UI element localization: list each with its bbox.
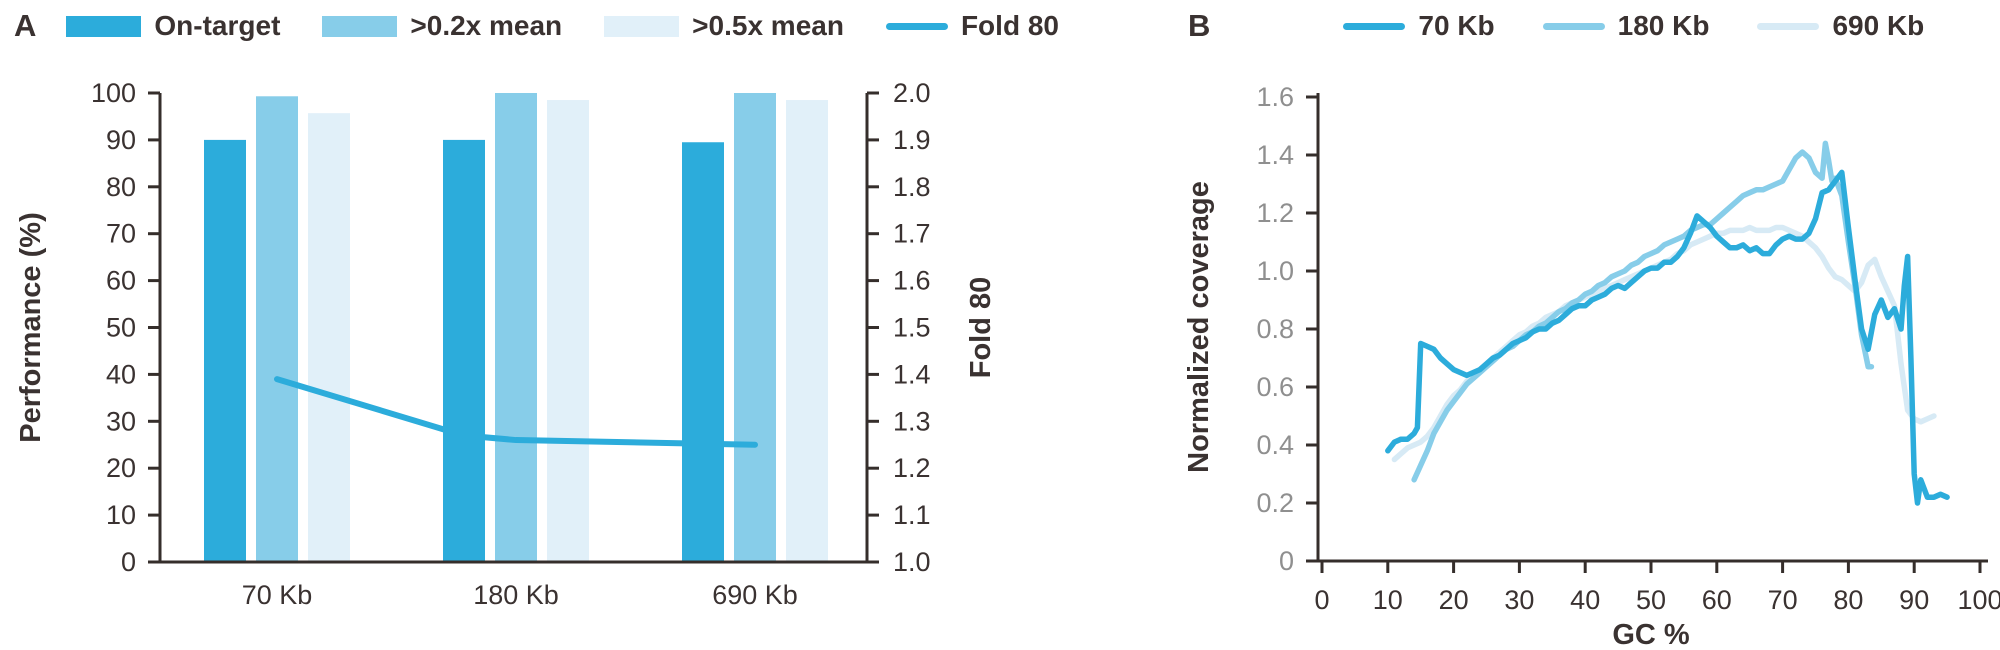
y-right-tick-label: 1.1: [893, 500, 931, 530]
panel-b-legend: B 70 Kb 180 Kb 690 Kb: [1188, 8, 1924, 44]
bar-on-target-70kb: [204, 139, 246, 562]
y-tick-label: 0.2: [1256, 488, 1294, 518]
x-tick-label: 10: [1373, 585, 1403, 615]
legend-item-fold-80: Fold 80: [885, 10, 1059, 42]
fold-80-line: [274, 376, 758, 448]
legend-label: 690 Kb: [1832, 10, 1925, 41]
panel-b-axes: [1316, 93, 1988, 563]
y-tick-label: 1.2: [1256, 198, 1294, 228]
fold-80-axis-title: Fold 80: [965, 277, 997, 379]
legend-item-690kb: 690 Kb: [1757, 10, 1924, 42]
line-180kb: [1411, 140, 1875, 483]
y-left-tick-label: 90: [106, 125, 136, 155]
x-tick-label: 0: [1314, 585, 1329, 615]
y-left-tick-label: 50: [106, 313, 136, 343]
y-right-tick-label: 1.4: [893, 359, 931, 389]
y-right-tick-label: 1.8: [893, 172, 931, 202]
line-70kb-swatch-icon: [1343, 22, 1406, 30]
y-right-tick-label: 1.7: [893, 219, 931, 249]
x-tick-label: 30: [1504, 585, 1534, 615]
panel-a-label: A: [14, 8, 37, 43]
y-left-tick-label: 0: [121, 547, 136, 577]
line-690kb-swatch-icon: [1757, 22, 1820, 30]
y-left-tick-label: 10: [106, 500, 136, 530]
line-70kb: [1385, 169, 1950, 506]
category-label: 180 Kb: [473, 580, 559, 610]
y-tick-label: 1.0: [1256, 256, 1294, 286]
fold-80-line-swatch-icon: [885, 22, 948, 30]
panel-b-chart: 0 0.2 0.4 0.6 0.8 1.0 1.2 1.4 1.6 0 10 20 30 40 50 60 70…: [1183, 82, 2000, 650]
legend-item-gt05x-mean: >0.5x mean: [604, 10, 844, 42]
y-right-tick-label: 1.0: [893, 547, 931, 577]
legend-item-70kb: 70 Kb: [1343, 10, 1495, 42]
category-label: 690 Kb: [712, 580, 798, 610]
legend-label: 70 Kb: [1418, 10, 1495, 41]
y-tick-label: 0.6: [1256, 372, 1294, 402]
y-left-tick-label: 40: [106, 359, 136, 389]
y-right-tick-label: 1.2: [893, 453, 931, 483]
bar-on-target-690kb: [682, 142, 724, 562]
y-right-tick-label: 2.0: [893, 78, 931, 108]
y-tick-label: 0: [1279, 546, 1294, 576]
y-tick-label: 0.4: [1256, 430, 1294, 460]
x-tick-label: 60: [1702, 585, 1732, 615]
y-left-tick-label: 30: [106, 406, 136, 436]
x-tick-label: 20: [1439, 585, 1469, 615]
y-left-tick-label: 80: [106, 172, 136, 202]
legend-item-180kb: 180 Kb: [1542, 10, 1710, 42]
panel-a-legend: A On-target >0.2x mean >0.5x mean Fold 8…: [14, 8, 1059, 44]
category-label: 70 Kb: [242, 580, 313, 610]
normalized-coverage-axis-title: Normalized coverage: [1183, 181, 1215, 473]
legend-label: >0.2x mean: [410, 10, 563, 41]
line-180kb-swatch-icon: [1542, 22, 1605, 30]
panel-b-label: B: [1188, 8, 1211, 43]
legend-item-on-target: On-target: [66, 10, 280, 42]
x-tick-label: 80: [1833, 585, 1863, 615]
y-right-tick-label: 1.9: [893, 125, 931, 155]
on-target-swatch-icon: [66, 15, 142, 37]
x-tick-label: 70: [1768, 585, 1798, 615]
bar-on-target-180kb: [443, 139, 485, 562]
y-left-tick-label: 20: [106, 453, 136, 483]
legend-label: Fold 80: [960, 10, 1059, 41]
legend-label: On-target: [154, 10, 281, 41]
legend-label: >0.5x mean: [692, 10, 844, 41]
performance-axis-title: Performance (%): [15, 212, 47, 442]
bar--0-2x-mean-180kb: [495, 93, 537, 562]
bar--0-2x-mean-690kb: [734, 93, 776, 562]
bar--0-2x-mean-70kb: [256, 96, 298, 563]
bar--0-5x-mean-70kb: [308, 113, 350, 563]
gt05x-mean-swatch-icon: [604, 15, 680, 37]
x-tick-label: 100: [1957, 585, 2000, 615]
y-left-tick-label: 70: [106, 219, 136, 249]
legend-label: 180 Kb: [1617, 10, 1710, 41]
y-right-tick-label: 1.5: [893, 313, 931, 343]
y-right-tick-label: 1.3: [893, 406, 931, 436]
y-left-tick-label: 100: [91, 78, 136, 108]
gt02x-mean-swatch-icon: [322, 15, 398, 37]
x-tick-label: 90: [1899, 585, 1929, 615]
panel-a-chart: 0 10 20 30 40 50 60 70 80 90 100 1.0 1.1 1.2 1.3 1.4 1.5…: [15, 78, 997, 610]
gc-percent-axis-title: GC %: [1612, 619, 1690, 650]
y-tick-label: 0.8: [1256, 314, 1294, 344]
y-tick-label: 1.4: [1256, 140, 1294, 170]
y-tick-label: 1.6: [1256, 82, 1294, 112]
bar--0-5x-mean-180kb: [547, 100, 589, 562]
bar--0-5x-mean-690kb: [786, 100, 828, 562]
y-left-tick-label: 60: [106, 266, 136, 296]
x-tick-label: 40: [1570, 585, 1600, 615]
y-right-tick-label: 1.6: [893, 266, 931, 296]
legend-item-gt02x-mean: >0.2x mean: [322, 10, 562, 42]
x-tick-label: 50: [1636, 585, 1666, 615]
